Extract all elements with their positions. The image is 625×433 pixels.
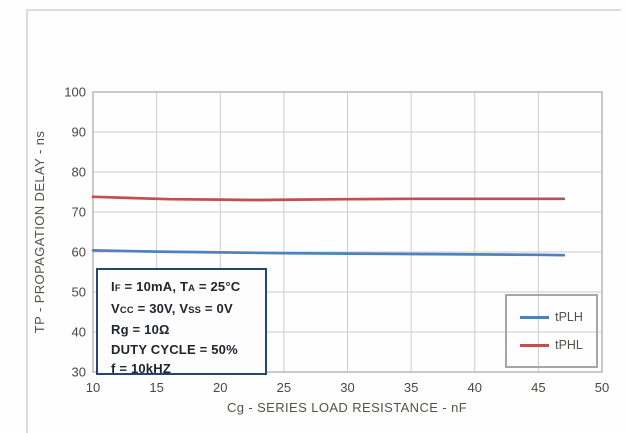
annotation-subscript: SS xyxy=(188,304,202,315)
y-tick-label: 40 xyxy=(72,325,86,340)
annotation-text: DUTY CYCLE = 50% xyxy=(111,341,238,357)
annotation-subscript: CC xyxy=(119,304,134,315)
annotation-line: f = 10kHZ xyxy=(111,359,259,379)
x-tick-label: 45 xyxy=(531,380,545,395)
series-layer xyxy=(91,195,566,257)
annotation-subscript: A xyxy=(188,283,196,293)
scan-edge-left-line xyxy=(26,9,28,433)
tplh-line-swatch xyxy=(520,315,550,319)
annotation-text: Rg = 10Ω xyxy=(111,322,170,337)
tick-layer: 10 15 20 25 30 35 40 45 50 100 90 80 70 60 50 40 30 xyxy=(64,85,609,396)
legend-label-tplh: tPLH xyxy=(555,310,583,324)
annotation-text: I xyxy=(111,279,115,294)
plot-frame xyxy=(92,91,603,373)
x-tick-label: 10 xyxy=(86,380,100,395)
y-tick-label: 70 xyxy=(72,205,86,220)
annotation-text: = 30V, V xyxy=(133,300,189,316)
series-line-tPLH xyxy=(91,249,566,257)
legend-item-tplh: tPLH xyxy=(507,310,596,324)
x-tick-label: 15 xyxy=(149,380,163,395)
annotation-line: VCC = 30V, VSS = 0V xyxy=(111,299,259,321)
annotation-text: V xyxy=(111,300,120,316)
y-tick-label: 60 xyxy=(72,245,86,260)
tphl-line-swatch xyxy=(520,343,550,347)
y-tick-label: 50 xyxy=(72,285,86,300)
y-tick-label: 100 xyxy=(64,85,86,100)
y-axis-title: TP - PROPAGATION DELAY - ns xyxy=(32,131,47,334)
scan-edge-top-line xyxy=(27,9,621,11)
y-tick-label: 90 xyxy=(72,125,86,140)
x-tick-label: 40 xyxy=(468,380,482,395)
x-tick-label: 50 xyxy=(595,380,609,395)
legend-item-tphl: tPHL xyxy=(507,338,596,352)
annotation-text: = 0V xyxy=(201,300,233,316)
legend-label-tphl: tPHL xyxy=(555,338,583,352)
annotation-line: Rg = 10Ω xyxy=(111,320,259,340)
x-tick-label: 35 xyxy=(404,380,418,395)
test-conditions-annotation-box: IF = 10mA, TA = 25°C VCC = 30V, VSS = 0V R… xyxy=(96,268,267,376)
x-tick-label: 25 xyxy=(277,380,291,395)
annotation-line: DUTY CYCLE = 50% xyxy=(111,340,259,360)
y-tick-label: 80 xyxy=(72,165,86,180)
x-tick-label: 30 xyxy=(340,380,354,395)
annotation-text: = 10mA, T xyxy=(120,279,189,294)
annotation-line: IF = 10mA, TA = 25°C xyxy=(111,277,259,299)
x-tick-label: 20 xyxy=(213,380,227,395)
annotation-subscript: F xyxy=(114,283,121,293)
annotation-text: = 25°C xyxy=(195,279,241,294)
series-line-tPHL xyxy=(91,195,566,202)
legend-box: tPLH tPHL xyxy=(505,294,598,368)
annotation-text: f = 10kHZ xyxy=(111,361,171,376)
x-axis-title: Cg - SERIES LOAD RESISTANCE - nF xyxy=(227,400,467,415)
y-tick-label: 30 xyxy=(72,365,86,380)
